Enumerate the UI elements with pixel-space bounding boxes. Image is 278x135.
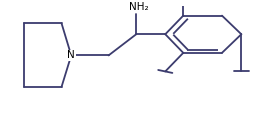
- Text: NH₂: NH₂: [129, 2, 149, 12]
- Text: N: N: [67, 50, 75, 60]
